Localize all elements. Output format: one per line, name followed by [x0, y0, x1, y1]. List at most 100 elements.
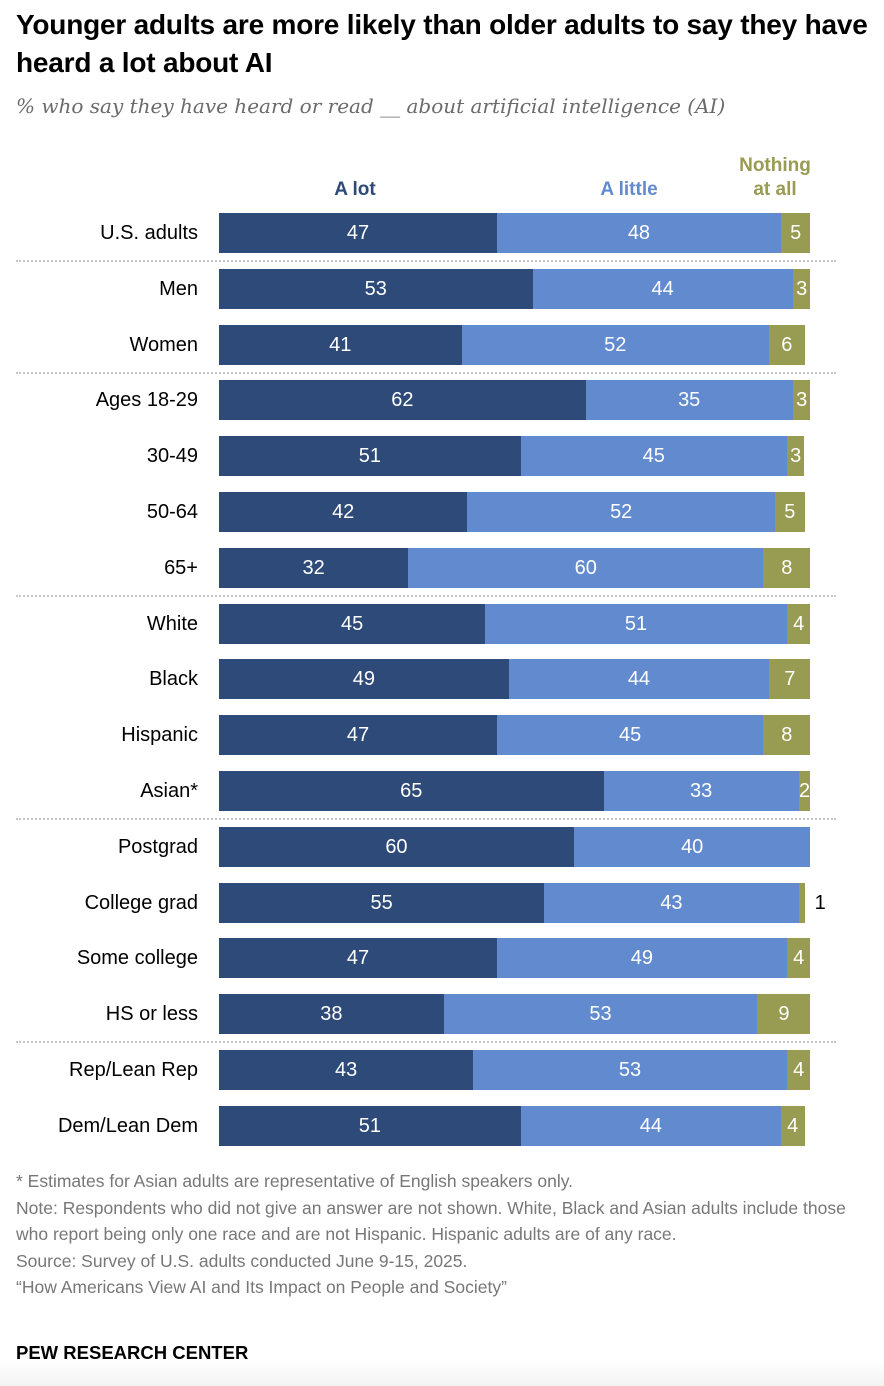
data-label: 3 [790, 445, 802, 467]
bar-segment-a-lot: 51 [219, 1106, 521, 1146]
data-label: 43 [335, 1059, 358, 1081]
bar-segment-a-little: 53 [473, 1050, 787, 1090]
bar-segment-nothing-at-all: 3 [786, 436, 805, 476]
bar-segment-a-little: 44 [532, 269, 793, 309]
data-label: 33 [689, 780, 713, 802]
row-label-50-64: 50-64 [146, 501, 198, 523]
report-title: “How Americans View AI and Its Impact on… [16, 1277, 507, 1297]
methodology-note: Note: Respondents who did not give an an… [16, 1197, 846, 1245]
data-label: 9 [778, 1003, 790, 1025]
bar-segment-nothing-at-all: 8 [763, 548, 811, 588]
data-label: 45 [618, 724, 642, 746]
source-note: Source: Survey of U.S. adults conducted … [16, 1250, 468, 1271]
bar-segment-a-lot: 53 [219, 269, 533, 309]
bar-segment-a-lot: 41 [219, 325, 462, 365]
data-label: 60 [574, 557, 597, 579]
bar-segment-nothing-at-all: 2 [798, 771, 811, 811]
bottom-shade [0, 1360, 884, 1386]
bar-segment-a-lot: 65 [219, 771, 604, 811]
data-label: 62 [391, 389, 414, 411]
bar-segment-a-lot: 47 [219, 715, 497, 755]
data-label: 42 [332, 501, 355, 523]
row-label-women: Women [129, 334, 198, 356]
data-label: 7 [784, 668, 796, 690]
row-label-dem-lean-dem: Dem/Lean Dem [57, 1115, 198, 1137]
row-label-u-s-adults: U.S. adults [100, 222, 198, 244]
bar-segment-nothing-at-all: 4 [786, 1050, 811, 1090]
data-label: 35 [678, 389, 701, 411]
bar-segment-a-little: 51 [485, 604, 787, 644]
data-label: 48 [627, 222, 651, 244]
data-label: 5 [790, 222, 802, 244]
bar-segment-a-little: 33 [603, 771, 799, 811]
data-label: 60 [385, 836, 408, 858]
legend-nothing-line2: at all [753, 179, 797, 200]
group-divider [16, 818, 836, 820]
bar-segment-a-little: 35 [585, 380, 793, 420]
data-label-outside: 1 [814, 892, 826, 914]
data-label: 40 [681, 836, 704, 858]
row-label-hispanic: Hispanic [121, 724, 198, 746]
bar-segment-a-lot: 51 [219, 436, 521, 476]
bar-segment-nothing-at-all: 4 [780, 1106, 805, 1146]
bar-segment-nothing-at-all: 5 [775, 492, 805, 532]
chart-title: Younger adults are more likely than olde… [16, 9, 868, 78]
group-divider [16, 1041, 836, 1043]
data-label: 41 [329, 334, 352, 356]
bar-segment-nothing-at-all: 7 [769, 659, 811, 699]
data-label: 47 [346, 222, 370, 244]
legend-nothing-at-all: Nothing at all [722, 154, 828, 202]
row-label-men: Men [159, 278, 198, 300]
row-label-postgrad: Postgrad [117, 836, 198, 858]
bar-segment-a-little: 48 [497, 213, 781, 253]
bar-segment-a-little: 44 [508, 659, 770, 699]
row-label-some-college: Some college [76, 947, 198, 969]
data-label: 44 [627, 668, 651, 690]
bar-segment-nothing-at-all: 5 [780, 213, 811, 253]
bar-segment-nothing-at-all: 8 [763, 715, 811, 755]
bar-segment-a-lot: 62 [219, 380, 586, 420]
data-label: 49 [352, 668, 376, 690]
bar-segment-a-lot: 38 [219, 994, 444, 1034]
legend-nothing-line1: Nothing [739, 155, 811, 176]
row-label-65: 65+ [164, 557, 198, 579]
data-label: 47 [346, 724, 370, 746]
data-label: 52 [610, 501, 633, 523]
bar-segment-a-little: 53 [443, 994, 758, 1034]
data-label: 51 [358, 1115, 381, 1137]
data-label: 8 [781, 724, 793, 746]
asterisk-note: * Estimates for Asian adults are represe… [16, 1171, 574, 1191]
bar-segment-a-little: 43 [544, 883, 799, 923]
bar-segment-nothing-at-all: 6 [769, 325, 805, 365]
row-label-hs-or-less: HS or less [105, 1003, 198, 1025]
bar-segment-nothing-at-all: 3 [792, 380, 811, 420]
data-label: 4 [793, 947, 805, 969]
data-label: 4 [787, 1115, 799, 1137]
data-label: 6 [781, 334, 793, 356]
bar-segment-a-little: 49 [497, 938, 787, 978]
data-label: 51 [358, 445, 381, 467]
bar-segment-a-little: 40 [573, 827, 811, 867]
data-label: 43 [660, 892, 683, 914]
bar-segment-a-lot: 55 [219, 883, 545, 923]
bar-segment-a-lot: 49 [219, 659, 509, 699]
bar-segment-a-lot: 60 [219, 827, 574, 867]
chart-notes: * Estimates for Asian adults are represe… [16, 1168, 866, 1301]
group-divider [16, 372, 836, 374]
row-label-rep-lean-rep: Rep/Lean Rep [69, 1059, 198, 1081]
data-label: 32 [302, 557, 325, 579]
row-label-asian: Asian* [140, 780, 198, 802]
data-label: 45 [642, 445, 665, 467]
chart-subtitle: % who say they have heard or read __ abo… [16, 94, 726, 118]
bar-segment-a-lot: 32 [219, 548, 409, 588]
legend-a-little-label: A little [600, 179, 658, 200]
data-label: 45 [340, 613, 364, 635]
data-label: 5 [784, 501, 796, 523]
legend-a-lot: A lot [300, 178, 410, 202]
data-label: 53 [618, 1059, 642, 1081]
bar-segment-a-lot: 43 [219, 1050, 474, 1090]
data-label: 51 [624, 613, 648, 635]
data-label: 8 [781, 557, 793, 579]
group-divider [16, 595, 836, 597]
data-label: 44 [651, 278, 674, 300]
